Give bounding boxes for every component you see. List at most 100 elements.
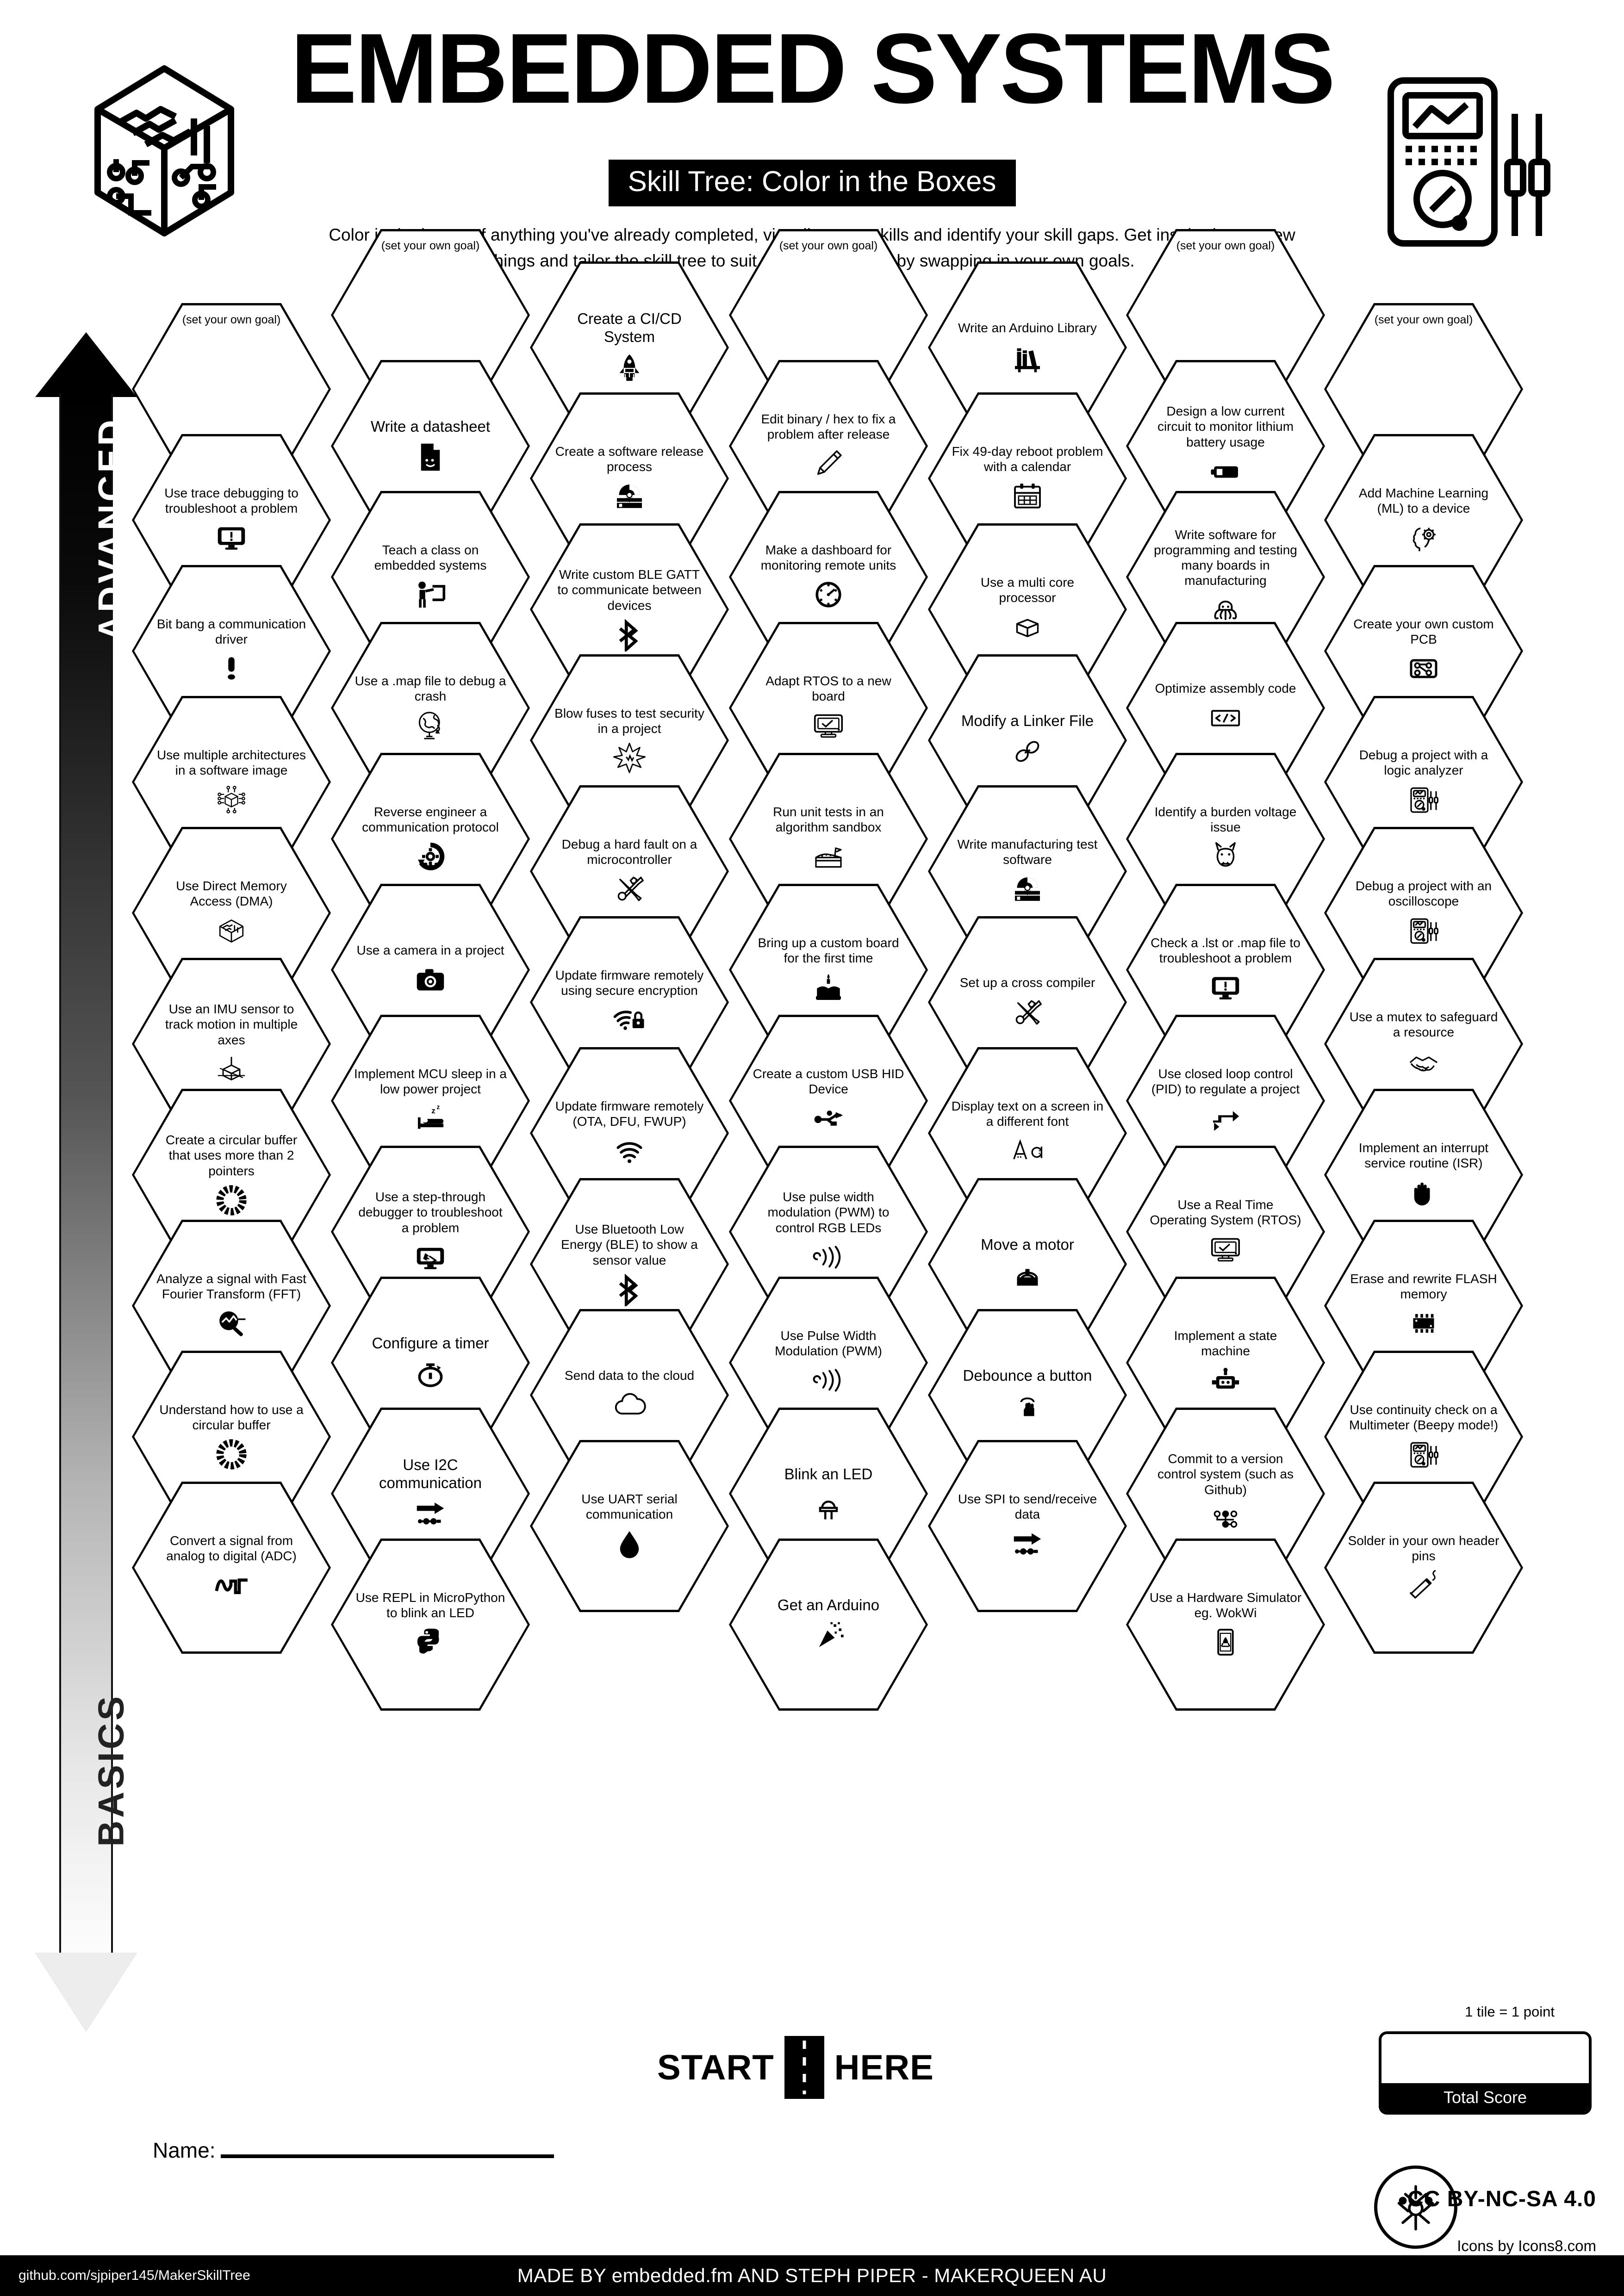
skill-hex-col7-4[interactable]: Debug a project with a logic analyzer	[1324, 696, 1523, 868]
hex-outline	[1126, 1539, 1325, 1711]
skill-label: Solder in your own header pins	[1348, 1533, 1500, 1563]
name-field-row[interactable]: Name:	[153, 2138, 554, 2163]
skill-label: Bring up a custom board for the first ti…	[758, 935, 899, 965]
skill-label: Write custom BLE GATT to communicate bet…	[557, 567, 702, 613]
skill-label: Run unit tests in an algorithm sandbox	[773, 804, 884, 834]
git-branch-icon	[1209, 1502, 1242, 1536]
skill-label: Implement a state machine	[1174, 1328, 1277, 1358]
total-score-box[interactable]: Total Score	[1379, 2031, 1592, 2115]
skill-hex-col1-3[interactable]: Bit bang a communication driver	[132, 565, 331, 737]
skill-hex-grid: (set your own goal) Use trace debugging t…	[0, 229, 1624, 2045]
skill-hex-col4-10[interactable]: Blink an LED	[729, 1408, 928, 1580]
hex-outline	[331, 1539, 530, 1711]
skill-label: Debug a project with a logic analyzer	[1359, 747, 1488, 777]
hand-stop-icon	[1407, 1175, 1440, 1210]
skill-label: Write manufacturing test software	[957, 837, 1098, 867]
skill-hex-col2-11[interactable]: Use REPL in MicroPython to blink an LED	[331, 1539, 530, 1711]
skill-label: Use Pulse Width Modulation (PWM)	[775, 1328, 882, 1358]
skill-label: Use continuity check on a Multimeter (Be…	[1349, 1402, 1499, 1432]
skill-hex-col2-7[interactable]: Implement MCU sleep in a low power proje…	[331, 1015, 530, 1187]
skill-label: Use a mutex to safeguard a resource	[1349, 1009, 1498, 1039]
skill-label: Use multiple architectures in a software…	[156, 747, 306, 777]
skill-hex-col7-10[interactable]: Solder in your own header pins	[1324, 1482, 1523, 1654]
skill-label: Check a .lst or .map file to troubleshoo…	[1151, 935, 1300, 965]
license-text: CC BY-NC-SA 4.0	[1407, 2187, 1596, 2211]
footer-repo-link[interactable]: github.com/sjpiper145/MakerSkillTree	[19, 2268, 250, 2283]
link-icon	[1011, 734, 1044, 769]
skill-label: Optimize assembly code	[1155, 681, 1296, 696]
skill-label: Identify a burden voltage issue	[1154, 804, 1297, 834]
monitor-check-icon	[812, 708, 845, 743]
skill-label: Use a camera in a project	[356, 943, 504, 958]
pencil-icon	[812, 447, 845, 481]
multimeter-icon	[1369, 69, 1564, 254]
road-icon	[784, 2036, 824, 2099]
skill-label: Use a Real Time Operating System (RTOS)	[1150, 1197, 1301, 1227]
total-score-label: Total Score	[1381, 2083, 1589, 2112]
skill-hex-col2-5[interactable]: Reverse engineer a communication protoco…	[331, 753, 530, 925]
led-icon	[812, 1488, 845, 1522]
skill-label: Adapt RTOS to a new board	[765, 673, 891, 703]
skill-hex-col1-10[interactable]: Convert a signal from analog to digital …	[132, 1482, 331, 1654]
name-input-line[interactable]	[221, 2154, 554, 2158]
battery-icon	[1209, 454, 1242, 489]
skill-hex-col6-11[interactable]: Use a Hardware Simulator eg. WokWi	[1126, 1539, 1325, 1711]
ring-buffer-icon	[215, 1437, 248, 1471]
waves-icon	[812, 1240, 845, 1274]
skill-hex-col4-11[interactable]: Get an Arduino	[729, 1539, 928, 1711]
skill-label: Debug a hard fault on a microcontroller	[561, 837, 697, 867]
skill-label: Use I2C communication	[379, 1456, 482, 1491]
skill-label: Display text on a screen in a different …	[951, 1098, 1104, 1129]
release-package-icon	[613, 479, 646, 513]
svg-text:z: z	[431, 1106, 435, 1115]
monitor-alert-icon	[1209, 970, 1242, 1005]
skill-hex-col3-2[interactable]: Create a software release process	[530, 392, 729, 565]
usb-icon	[812, 1101, 845, 1136]
loop-arrows-icon	[1209, 1101, 1242, 1136]
skill-label: (set your own goal)	[1176, 239, 1275, 252]
skill-hex-col1-6[interactable]: Use an IMU sensor to track motion in mul…	[132, 958, 331, 1130]
hex-outline	[1324, 1482, 1523, 1654]
pcb-icon	[1407, 652, 1440, 686]
skill-hex-col3-8[interactable]: Use Bluetooth Low Energy (BLE) to show a…	[530, 1178, 729, 1350]
droplet-icon	[613, 1527, 646, 1561]
skill-hex-col6-4[interactable]: Optimize assembly code	[1126, 622, 1325, 794]
i2c-bus-icon	[414, 1497, 447, 1531]
chip-network-icon	[215, 782, 248, 817]
skill-label: Use Bluetooth Low Energy (BLE) to show a…	[561, 1222, 698, 1267]
skill-label: Get an Arduino	[777, 1596, 880, 1613]
skill-label: Move a motor	[981, 1235, 1074, 1253]
skill-hex-col5-10[interactable]: Use SPI to send/receive data	[928, 1440, 1127, 1612]
skill-label: Use REPL in MicroPython to blink an LED	[355, 1590, 505, 1620]
skill-hex-col4-4[interactable]: Adapt RTOS to a new board	[729, 622, 928, 794]
here-label: HERE	[834, 2048, 934, 2087]
skill-label: Understand how to use a circular buffer	[159, 1402, 304, 1432]
hex-outline	[132, 1482, 331, 1654]
teacher-board-icon	[414, 577, 447, 612]
skill-label: Set up a cross compiler	[959, 975, 1095, 990]
skill-label: (set your own goal)	[779, 239, 878, 252]
camera-icon	[414, 963, 447, 997]
skill-label: Use UART serial communication	[581, 1491, 678, 1521]
spi-bus-icon	[1011, 1527, 1044, 1561]
skill-label: (set your own goal)	[1374, 313, 1473, 326]
gear-arrow-icon	[414, 839, 447, 874]
ring-buffer-icon	[215, 1183, 248, 1217]
wifi-lock-icon	[613, 1003, 646, 1037]
handshake-icon	[1407, 1044, 1440, 1079]
skill-label: Modify a Linker File	[961, 712, 1094, 729]
skill-label: Edit binary / hex to fix a problem after…	[761, 411, 896, 441]
robot-icon	[1209, 1363, 1242, 1397]
chip-dip-icon	[1407, 1306, 1440, 1340]
skill-hex-col5-6[interactable]: Set up a cross compiler	[928, 916, 1127, 1088]
skill-hex-col3-10[interactable]: Use UART serial communication	[530, 1440, 729, 1612]
skill-label: (set your own goal)	[381, 239, 480, 252]
skill-label: Implement MCU sleep in a low power proje…	[354, 1066, 507, 1096]
skill-label: Use closed loop control (PID) to regulat…	[1151, 1066, 1300, 1096]
waves-icon	[812, 1363, 845, 1397]
cc-badge-icon	[1374, 2166, 1457, 2249]
skill-label: Fix 49-day reboot problem with a calenda…	[952, 444, 1103, 474]
skill-label: Use SPI to send/receive data	[958, 1491, 1097, 1521]
exclamation-icon	[215, 652, 248, 686]
gradient-bar	[59, 393, 113, 1957]
